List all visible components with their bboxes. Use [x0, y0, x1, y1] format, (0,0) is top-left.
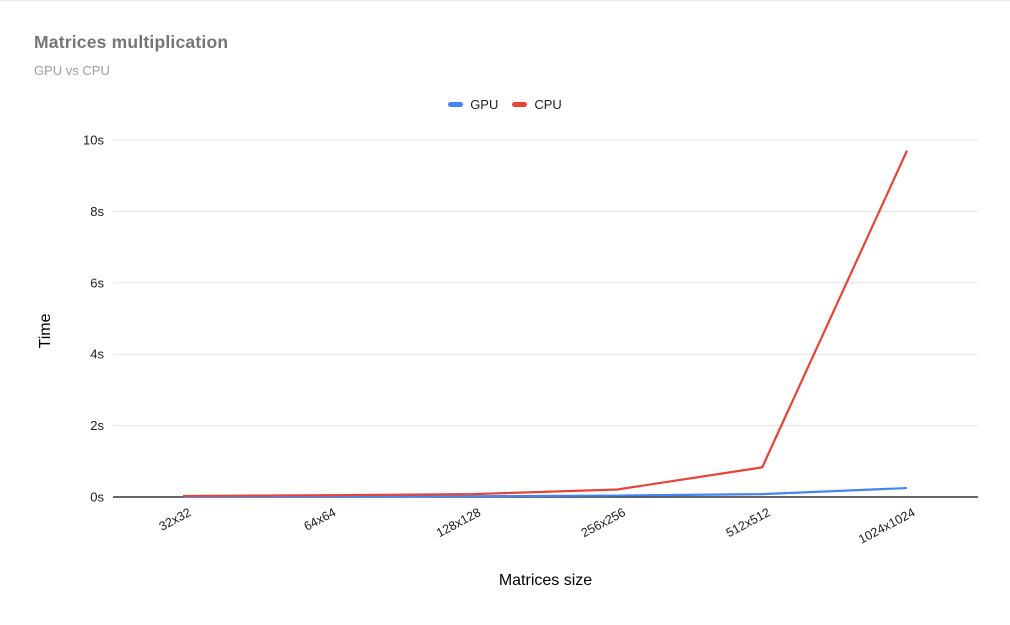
- chart-title: Matrices multiplication: [34, 32, 229, 52]
- legend-label: GPU: [470, 97, 499, 112]
- legend-item-cpu: CPU: [512, 97, 562, 112]
- x-axis-title: Matrices size: [498, 572, 593, 589]
- series-line-cpu: [182, 150, 909, 498]
- y-tick-label: 6s: [90, 275, 104, 290]
- chart-subtitle: GPU vs CPU: [34, 63, 110, 78]
- legend: GPU CPU: [0, 97, 1010, 112]
- y-tick-label: 10s: [83, 133, 104, 148]
- x-tick-label: 1024x1024: [856, 505, 917, 546]
- x-tick-label: 64x64: [302, 505, 339, 533]
- y-axis-title: Time: [37, 313, 54, 349]
- y-tick-label: 0s: [90, 490, 104, 505]
- legend-swatch-gpu: [448, 102, 464, 107]
- legend-item-gpu: GPU: [448, 97, 498, 112]
- x-tick-label: 256x256: [579, 505, 628, 540]
- y-tick-label: 2s: [90, 418, 104, 433]
- series-line-gpu: [183, 486, 908, 498]
- x-tick-label: 128x128: [434, 505, 483, 540]
- legend-swatch-cpu: [512, 102, 528, 107]
- x-tick-label: 512x512: [724, 505, 773, 540]
- y-tick-label: 8s: [90, 204, 104, 219]
- y-tick-label: 4s: [90, 347, 104, 362]
- x-tick-label: 32x32: [157, 505, 194, 533]
- legend-label: CPU: [534, 97, 562, 112]
